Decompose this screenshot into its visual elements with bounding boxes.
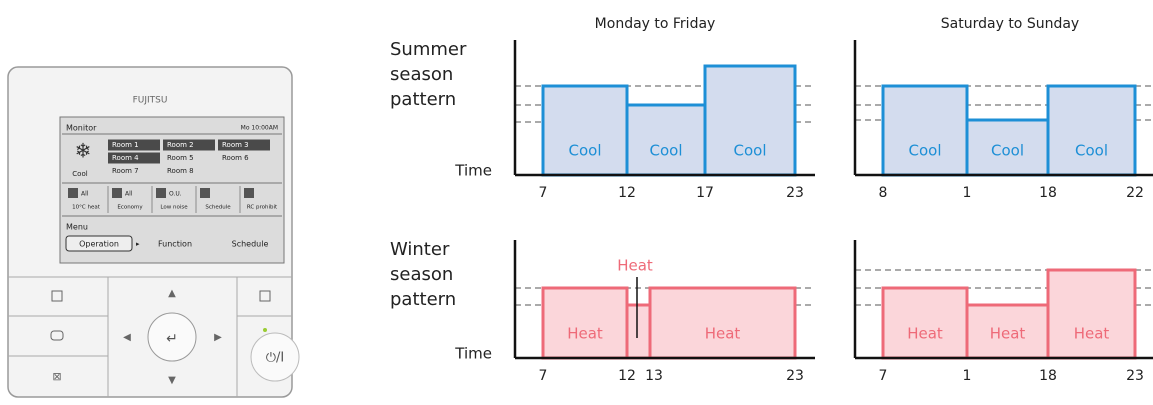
time-tick: 13	[645, 368, 663, 384]
time-label: Time	[454, 162, 492, 180]
function-icon	[244, 188, 254, 198]
room: Room 8	[167, 167, 194, 175]
time-tick: 7	[879, 368, 888, 384]
time-tick: 1	[963, 368, 972, 384]
row-label: Winter	[390, 239, 450, 260]
time-tick: 17	[696, 185, 714, 201]
row-label: season	[390, 264, 453, 285]
block	[543, 288, 627, 358]
time-tick: 7	[539, 185, 548, 201]
time-tick: 23	[1126, 368, 1144, 384]
time-tick: 12	[618, 368, 636, 384]
block	[883, 86, 967, 175]
time-tick: 1	[963, 185, 972, 201]
mode: Cool	[72, 170, 87, 178]
clock: Mo 10:00AM	[241, 125, 278, 132]
block-label: Cool	[650, 142, 683, 160]
arrow-down[interactable]: ▼	[168, 375, 176, 386]
arrow-up[interactable]: ▲	[168, 288, 176, 299]
block-label: Heat	[705, 325, 741, 343]
room: Room 5	[167, 154, 194, 162]
room: Room 3	[222, 141, 249, 149]
function-label: 10°C heat	[72, 205, 101, 211]
button[interactable]: ⊠	[52, 370, 61, 383]
block-label: Cool	[991, 142, 1024, 160]
function-icon	[112, 188, 122, 198]
block-label: Cool	[909, 142, 942, 160]
block-label: Heat	[907, 325, 943, 343]
block-label: Heat	[567, 325, 603, 343]
function-icon	[68, 188, 78, 198]
block-label: Cool	[569, 142, 602, 160]
row-label: pattern	[390, 289, 456, 310]
time-tick: 18	[1039, 368, 1057, 384]
arrow-right[interactable]: ▶	[214, 332, 222, 343]
time-tick: 18	[1039, 185, 1057, 201]
remote-controller: FUJITSU Monitor Mo 10:00AM ❄ Cool Menu O…	[8, 67, 299, 397]
block	[883, 288, 967, 358]
block	[627, 305, 650, 358]
function-icon-label: O.U.	[169, 191, 182, 198]
function-label: Low noise	[160, 205, 188, 211]
function-icon	[200, 188, 210, 198]
mode-icon: ❄	[75, 139, 92, 163]
svg-text:↵: ↵	[166, 331, 178, 347]
menu-item[interactable]: Schedule	[232, 240, 269, 249]
function-icon-label: All	[81, 191, 89, 198]
room: Room 1	[112, 141, 139, 149]
block	[543, 86, 627, 175]
block	[1048, 86, 1135, 175]
room: Room 7	[112, 167, 139, 175]
function-label: Schedule	[205, 205, 231, 211]
room: Room 6	[222, 154, 249, 162]
screen-title: Monitor	[66, 124, 97, 133]
time-tick: 23	[786, 185, 804, 201]
time-tick: 8	[879, 185, 888, 201]
block-label: Heat	[990, 325, 1026, 343]
block	[627, 105, 705, 175]
power-label[interactable]: ⏻/I	[266, 351, 285, 366]
arrow-left[interactable]: ◀	[123, 332, 131, 343]
page: FUJITSU Monitor Mo 10:00AM ❄ Cool Menu O…	[0, 0, 1153, 401]
time-tick: 23	[786, 368, 804, 384]
row-label: season	[390, 64, 453, 85]
block-label: Cool	[734, 142, 767, 160]
column-title: Saturday to Sunday	[941, 16, 1079, 32]
block-label: Heat	[1074, 325, 1110, 343]
function-label: RC prohibit	[247, 205, 278, 211]
menu-item[interactable]: Operation	[79, 240, 119, 249]
function-label: Economy	[117, 205, 143, 211]
time-tick: 12	[618, 185, 636, 201]
time-tick: 22	[1126, 185, 1144, 201]
row-label: pattern	[390, 89, 456, 110]
row-label: Summer	[390, 39, 467, 60]
brand: FUJITSU	[133, 96, 168, 106]
room: Room 2	[167, 141, 194, 149]
menu-title: Menu	[66, 223, 88, 232]
room: Room 4	[112, 154, 139, 162]
function-icon-label: All	[125, 191, 133, 198]
block	[1048, 270, 1135, 358]
annotation: Heat	[617, 257, 653, 275]
block-label: Cool	[1075, 142, 1108, 160]
menu-item[interactable]: Function	[158, 240, 192, 249]
svg-text:▸: ▸	[136, 240, 140, 248]
function-icon	[156, 188, 166, 198]
column-title: Monday to Friday	[595, 16, 716, 32]
block	[650, 288, 795, 358]
time-label: Time	[454, 345, 492, 363]
time-tick: 7	[539, 368, 548, 384]
